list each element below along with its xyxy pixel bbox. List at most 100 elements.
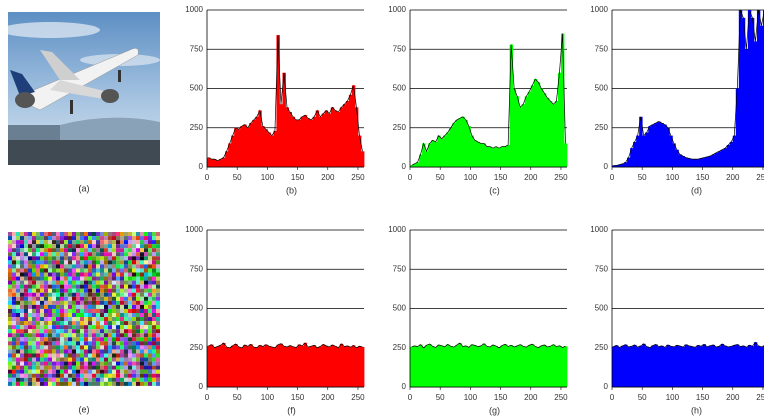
x-tick-label: 0 xyxy=(205,393,210,402)
noise-pixel xyxy=(84,256,88,260)
histogram-panel: 02505007501000050100150200250(b) xyxy=(185,5,365,195)
noise-pixel xyxy=(80,370,84,374)
noise-pixel xyxy=(76,232,80,236)
noise-pixel xyxy=(68,321,72,325)
noise-pixel xyxy=(108,256,112,260)
noise-pixel xyxy=(36,297,40,301)
noise-pixel xyxy=(76,317,80,321)
noise-pixel xyxy=(60,309,64,313)
bar xyxy=(534,79,537,167)
noise-pixel xyxy=(24,273,28,277)
noise-pixel xyxy=(20,317,24,321)
noise-pixel xyxy=(148,321,152,325)
noise-pixel xyxy=(32,244,36,248)
x-tick-label: 100 xyxy=(261,173,275,182)
noise-pixel xyxy=(140,382,144,386)
noise-pixel xyxy=(100,252,104,256)
noise-pixel xyxy=(128,240,132,244)
noise-pixel xyxy=(148,260,152,264)
noise-pixel xyxy=(84,313,88,317)
x-tick-label: 50 xyxy=(436,173,445,182)
noise-pixel xyxy=(148,370,152,374)
bar xyxy=(237,347,240,387)
bar xyxy=(273,348,276,387)
noise-pixel xyxy=(76,236,80,240)
noise-pixel xyxy=(20,244,24,248)
noise-pixel xyxy=(8,260,12,264)
noise-pixel xyxy=(52,289,56,293)
noise-pixel xyxy=(28,285,32,289)
x-tick-label: 250 xyxy=(756,393,764,402)
bar xyxy=(461,346,464,387)
noise-pixel xyxy=(92,345,96,349)
bar xyxy=(434,142,437,167)
noise-pixel xyxy=(132,260,136,264)
noise-pixel xyxy=(108,362,112,366)
noise-pixel xyxy=(144,256,148,260)
noise-pixel xyxy=(60,277,64,281)
bar xyxy=(528,92,531,167)
noise-pixel xyxy=(120,329,124,333)
noise-pixel xyxy=(128,366,132,370)
noise-pixel xyxy=(44,281,48,285)
noise-pixel xyxy=(120,354,124,358)
noise-pixel xyxy=(76,252,80,256)
noise-pixel xyxy=(152,277,156,281)
noise-pixel xyxy=(48,252,52,256)
noise-pixel xyxy=(52,305,56,309)
bar xyxy=(504,344,507,387)
noise-pixel xyxy=(48,264,52,268)
noise-pixel xyxy=(148,362,152,366)
noise-pixel xyxy=(28,289,32,293)
noise-pixel xyxy=(52,252,56,256)
noise-pixel xyxy=(152,366,156,370)
noise-pixel xyxy=(116,236,120,240)
noise-pixel xyxy=(124,244,128,248)
noise-pixel xyxy=(100,273,104,277)
noise-pixel xyxy=(56,248,60,252)
noise-pixel xyxy=(140,252,144,256)
noise-pixel xyxy=(44,358,48,362)
noise-pixel xyxy=(68,317,72,321)
noise-pixel xyxy=(148,378,152,382)
noise-pixel xyxy=(40,317,44,321)
noise-pixel xyxy=(92,236,96,240)
noise-pixel xyxy=(112,358,116,362)
noise-pixel xyxy=(32,297,36,301)
noise-pixel xyxy=(24,325,28,329)
noise-pixel xyxy=(156,337,160,341)
noise-pixel xyxy=(72,354,76,358)
noise-pixel xyxy=(104,305,108,309)
bar xyxy=(519,345,522,387)
bar xyxy=(516,96,519,167)
x-tick-label: 150 xyxy=(494,393,508,402)
bar xyxy=(261,126,264,167)
noise-pixel xyxy=(148,232,152,236)
noise-pixel xyxy=(52,349,56,353)
noise-pixel xyxy=(88,232,92,236)
noise-pixel xyxy=(80,341,84,345)
noise-pixel xyxy=(20,264,24,268)
noise-pixel xyxy=(56,256,60,260)
bar xyxy=(246,346,249,387)
noise-pixel xyxy=(48,305,52,309)
noise-pixel xyxy=(76,341,80,345)
noise-pixel xyxy=(12,273,16,277)
bar xyxy=(513,89,516,168)
noise-pixel xyxy=(36,313,40,317)
noise-pixel xyxy=(16,244,20,248)
noise-pixel xyxy=(16,297,20,301)
bar xyxy=(684,345,687,387)
noise-pixel xyxy=(72,260,76,264)
noise-pixel xyxy=(152,256,156,260)
noise-pixel xyxy=(80,232,84,236)
noise-pixel xyxy=(124,248,128,252)
noise-pixel xyxy=(16,354,20,358)
noise-pixel xyxy=(88,248,92,252)
noise-pixel xyxy=(112,264,116,268)
noise-pixel xyxy=(68,362,72,366)
noise-pixel xyxy=(28,305,32,309)
noise-pixel xyxy=(76,321,80,325)
bar xyxy=(555,101,558,167)
noise-pixel xyxy=(16,345,20,349)
